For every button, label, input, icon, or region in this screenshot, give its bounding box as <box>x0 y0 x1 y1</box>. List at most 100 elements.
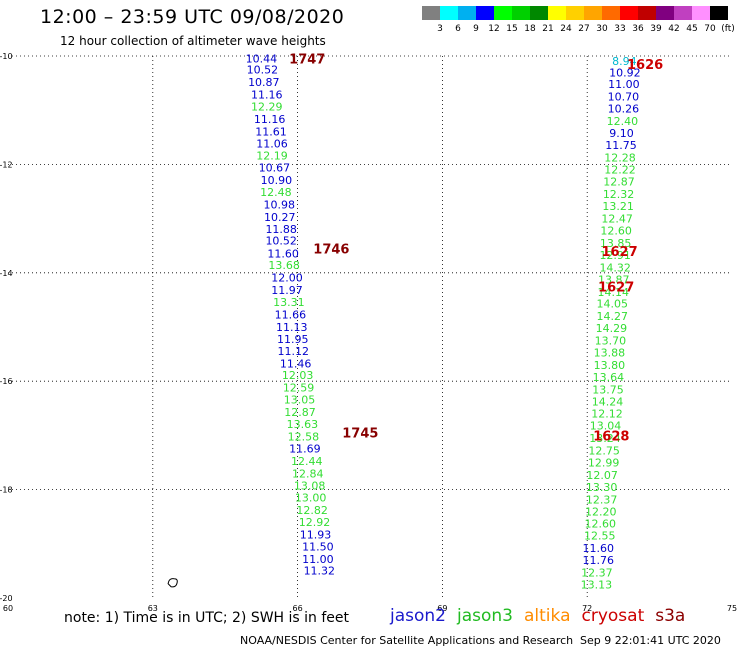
colorbar-swatch <box>566 6 584 20</box>
wave-height-label: 12.60 <box>584 518 616 531</box>
wave-height-label: 12.22 <box>604 163 636 176</box>
lat-tick-label: -12 <box>0 160 13 169</box>
wave-height-label: 12.00 <box>271 272 303 285</box>
colorbar-label: 27 <box>578 24 589 34</box>
lon-tick-label: 66 <box>293 604 303 613</box>
wave-height-label: 13.64 <box>593 371 625 384</box>
wave-height-label: 14.14 <box>598 286 630 299</box>
footer-note: note: 1) Time is in UTC; 2) SWH is in fe… <box>64 610 350 626</box>
wave-height-label: 11.06 <box>256 137 288 150</box>
wave-height-label: 10.27 <box>264 211 296 224</box>
wave-height-label: 13.30 <box>586 481 618 494</box>
colorbar-unit: (ft) <box>721 24 735 34</box>
colorbar-swatch <box>620 6 638 20</box>
wave-height-label: 12.48 <box>260 186 292 199</box>
wave-height-label: 11.88 <box>265 223 297 236</box>
wave-height-label: 13.05 <box>284 394 316 407</box>
colorbar-swatch <box>692 6 710 20</box>
wave-height-label: 12.44 <box>291 455 323 468</box>
wave-height-label: 13.04 <box>590 420 622 433</box>
wave-height-label: 11.46 <box>280 357 312 370</box>
lon-tick-label: 75 <box>727 604 737 613</box>
wave-height-label: 12.87 <box>603 176 635 189</box>
wave-height-label: 13.68 <box>268 259 300 272</box>
wave-height-label: 11.75 <box>605 139 637 152</box>
wave-height-label: 11.97 <box>271 284 303 297</box>
wave-height-label: 14.32 <box>599 261 631 274</box>
colorbar-label: 12 <box>488 24 499 34</box>
wave-height-label: 11.61 <box>255 125 287 138</box>
wave-height-label: 13.88 <box>594 346 626 359</box>
lon-tick-label: 72 <box>582 604 592 613</box>
colorbar-label: 18 <box>524 24 536 34</box>
wave-height-label: 12.87 <box>284 406 316 419</box>
wave-height-label: 12.19 <box>256 150 288 163</box>
wave-height-label: 10.92 <box>609 66 641 79</box>
wave-height-label: 12.92 <box>299 516 331 529</box>
wave-height-label: 11.66 <box>275 309 307 322</box>
legend-cryosat: cryosat <box>581 606 645 626</box>
wave-height-label: 11.95 <box>277 333 309 346</box>
island-outline <box>167 578 178 588</box>
colorbar-swatch <box>584 6 602 20</box>
colorbar-label: 30 <box>596 24 608 34</box>
wave-height-label: 10.44 <box>246 53 278 66</box>
colorbar-swatch <box>602 6 620 20</box>
wave-height-label: 13.08 <box>294 479 326 492</box>
lat-tick-label: -18 <box>0 486 13 495</box>
legend-altika: altika <box>524 606 571 626</box>
wave-height-label: 11.50 <box>302 541 334 554</box>
colorbar-swatch <box>656 6 674 20</box>
legend-s3a: s3a <box>655 606 686 626</box>
wave-height-label: 14.24 <box>592 395 624 408</box>
colorbar-swatch <box>530 6 548 20</box>
wave-height-label: 12.58 <box>288 430 320 443</box>
wave-height-label: 12.28 <box>604 151 636 164</box>
wave-height-label: 12.84 <box>292 467 324 480</box>
satellite-tracks: 10.4410.5210.8711.1612.2911.1611.6111.06… <box>246 53 664 592</box>
colorbar-label: 9 <box>473 24 479 34</box>
wave-height-label: 12.29 <box>251 100 283 113</box>
wave-height-label: 8.94 <box>612 55 637 68</box>
wave-height-label: 11.60 <box>583 542 615 555</box>
timestamp-text: Sep 9 22:01:41 UTC 2020 <box>580 634 721 647</box>
colorbar-swatch <box>476 6 494 20</box>
pass-time-label: 1627 <box>598 280 634 295</box>
colorbar-label: 33 <box>614 24 625 34</box>
wave-height-label: 12.47 <box>601 213 633 226</box>
wave-height-label: 13.87 <box>598 273 630 286</box>
wave-height-label: 12.60 <box>600 225 632 238</box>
wave-height-label: 10.98 <box>264 199 296 212</box>
wave-height-label: 10.52 <box>247 64 279 77</box>
wave-height-label: 11.16 <box>251 88 283 101</box>
wave-height-label: 11.93 <box>300 529 332 542</box>
color-scale-bar: 3 6 9 12 15 18 21 24 27 30 33 36 39 42 45 70 (ft) <box>422 6 735 34</box>
page-subtitle: 12 hour collection of altimeter wave hei… <box>60 34 326 48</box>
wave-height-label: 12.37 <box>581 567 613 580</box>
wave-height-label: 12.82 <box>296 504 328 517</box>
wave-height-label: 11.60 <box>267 247 299 260</box>
wave-height-label: 10.87 <box>248 76 280 89</box>
colorbar-label: 39 <box>650 24 662 34</box>
colorbar-swatch <box>548 6 566 20</box>
wave-height-label: 13.70 <box>595 335 627 348</box>
wave-height-label: 11.00 <box>608 78 640 91</box>
wave-height-label: 13.13 <box>581 578 613 591</box>
wave-height-label: 11.76 <box>583 554 615 567</box>
wave-height-label: 14.05 <box>597 298 629 311</box>
wave-height-label: 13.75 <box>592 383 624 396</box>
lon-tick-label: 69 <box>437 604 447 613</box>
wave-height-label: 12.75 <box>588 445 620 458</box>
colorbar-swatch <box>710 6 728 20</box>
satellite-legend: jason2 jason3 altika cryosat s3a <box>390 606 696 626</box>
wave-height-label: 11.16 <box>254 113 286 126</box>
pass-time-label: 1746 <box>313 242 349 257</box>
wave-height-label: 13.00 <box>295 492 327 505</box>
wave-height-label: 13.31 <box>273 296 305 309</box>
wave-height-label: 12.91 <box>599 249 631 262</box>
wave-height-label: 12.55 <box>584 530 616 543</box>
wave-height-label: 11.12 <box>278 345 310 358</box>
wave-height-label: 12.07 <box>586 469 618 482</box>
lat-tick-label: -14 <box>0 269 13 278</box>
